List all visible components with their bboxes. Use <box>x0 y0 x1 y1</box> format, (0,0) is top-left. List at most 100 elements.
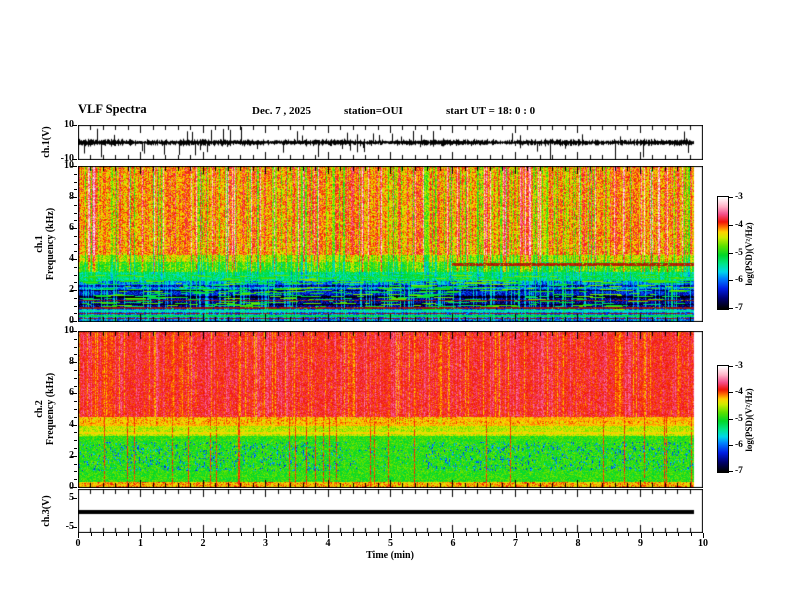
ch1-freq-tick-label: 6 <box>52 222 74 234</box>
ch1-freq-minortick-mark <box>74 306 77 307</box>
time-tick-mark <box>266 533 267 538</box>
time-tick-mark <box>103 533 104 536</box>
time-tick-mark <box>466 533 467 536</box>
date-label: Dec. 7 , 2025 <box>252 105 311 117</box>
ch1-freq-tick-mark <box>71 166 77 167</box>
ch1-freq-tick-label: 0 <box>52 315 74 327</box>
colorbar-ch2-tick-mark <box>729 392 733 393</box>
ch2-freq-tick-label: 6 <box>52 387 74 399</box>
ch2-freq-minortick-mark <box>74 479 77 480</box>
time-tick-mark <box>678 533 679 536</box>
ch1-freq-tick-mark <box>71 259 77 260</box>
ch2-freq-tick-mark <box>71 393 77 394</box>
ch1-freq-minortick-mark <box>74 244 77 245</box>
page-title: VLF Spectra <box>78 102 147 116</box>
colorbar-ch1-tick-label: -6 <box>735 275 743 285</box>
ch1-freq-tick-mark <box>71 321 77 322</box>
time-tick-label: 3 <box>263 538 268 549</box>
colorbar-ch2-tick-label: -6 <box>735 440 743 450</box>
ch1-freq-minortick-mark <box>74 220 77 221</box>
ch1-freq-minortick-mark <box>74 275 77 276</box>
ch3-tick-mark <box>72 498 77 499</box>
time-tick-label: 0 <box>75 538 81 549</box>
ch2-freq-minortick-mark <box>74 448 77 449</box>
time-tick-mark <box>503 533 504 536</box>
time-tick-mark <box>278 533 279 536</box>
time-tick-mark <box>153 533 154 536</box>
time-tick-mark <box>391 533 392 538</box>
ch2-freq-minortick-mark <box>74 471 77 472</box>
start-ut-label: start UT = 18: 0 : 0 <box>446 105 536 117</box>
ch1-waveform-canvas <box>78 125 703 160</box>
ch1-wave-tick-label: -10 <box>60 153 74 164</box>
colorbar-ch2 <box>717 365 729 473</box>
colorbar-ch1-canvas <box>718 197 728 309</box>
time-tick-mark <box>116 533 117 536</box>
ch1-spectrogram-panel <box>78 166 703 322</box>
time-tick-mark <box>166 533 167 536</box>
time-tick-mark <box>541 533 542 536</box>
ch2-freq-tick-mark <box>71 362 77 363</box>
ch1-wave-tick-label: 10 <box>64 119 74 130</box>
time-tick-mark <box>241 533 242 536</box>
ch2-freq-minortick-mark <box>74 370 77 371</box>
colorbar-ch1-tick-label: -5 <box>735 248 743 258</box>
time-tick-mark <box>691 533 692 536</box>
ch2-freq-tick-mark <box>71 331 77 332</box>
time-tick-mark <box>428 533 429 536</box>
ch1-freq-tick-mark <box>71 290 77 291</box>
time-tick-mark <box>253 533 254 536</box>
time-tick-mark <box>341 533 342 536</box>
time-tick-mark <box>491 533 492 536</box>
time-tick-mark <box>516 533 517 538</box>
colorbar-ch2-tick-mark <box>729 471 733 472</box>
time-tick-mark <box>566 533 567 536</box>
ch3-tick-label: 5 <box>50 492 74 504</box>
colorbar-ch1-tick-mark <box>729 225 733 226</box>
ch1-wave-tick-mark <box>72 125 77 126</box>
ch1-freq-tick-label: 8 <box>52 191 74 203</box>
ch2-freq-tick-mark <box>71 487 77 488</box>
station-label: station=OUI <box>344 105 403 117</box>
time-tick-label: 9 <box>638 538 643 549</box>
time-tick-mark <box>416 533 417 536</box>
ch1-freq-minortick-mark <box>74 267 77 268</box>
time-tick-mark <box>328 533 329 538</box>
time-tick-mark <box>141 533 142 538</box>
time-tick-mark <box>441 533 442 536</box>
time-tick-mark <box>91 533 92 536</box>
ch1-freq-minortick-mark <box>74 174 77 175</box>
ch1-freq-minortick-mark <box>74 236 77 237</box>
ch3-tick-label: -5 <box>65 521 74 532</box>
time-tick-mark <box>303 533 304 536</box>
time-tick-mark <box>478 533 479 536</box>
time-tick-mark <box>553 533 554 536</box>
ch2-freq-minortick-mark <box>74 339 77 340</box>
time-tick-label: 2 <box>200 538 206 549</box>
colorbar-ch2-tick-mark <box>729 445 733 446</box>
time-tick-label: 8 <box>575 538 581 549</box>
ch1-freq-minortick-mark <box>74 298 77 299</box>
ch2-freq-minortick-mark <box>74 347 77 348</box>
ch2-freq-minortick-mark <box>74 464 77 465</box>
ch1-freq-minortick-mark <box>74 251 77 252</box>
colorbar-ch2-canvas <box>718 366 728 472</box>
ch1-freq-minortick-mark <box>74 182 77 183</box>
time-tick-mark <box>403 533 404 536</box>
ch2-freq-tick-label: 4 <box>52 419 74 431</box>
colorbar-ch2-tick-label: -7 <box>735 466 743 476</box>
ch2-freq-minortick-mark <box>74 409 77 410</box>
time-tick-mark <box>616 533 617 536</box>
time-tick-mark <box>366 533 367 536</box>
ch1-spectrogram-canvas <box>78 166 703 322</box>
time-tick-label: 1 <box>138 538 143 549</box>
time-tick-mark <box>528 533 529 536</box>
ch2-freq-tick-mark <box>71 456 77 457</box>
ch2-freq-minortick-mark <box>74 432 77 433</box>
ch2-freq-minortick-mark <box>74 386 77 387</box>
time-tick-mark <box>578 533 579 538</box>
ch1-freq-minortick-mark <box>74 205 77 206</box>
time-tick-mark <box>453 533 454 538</box>
time-tick-mark <box>628 533 629 536</box>
